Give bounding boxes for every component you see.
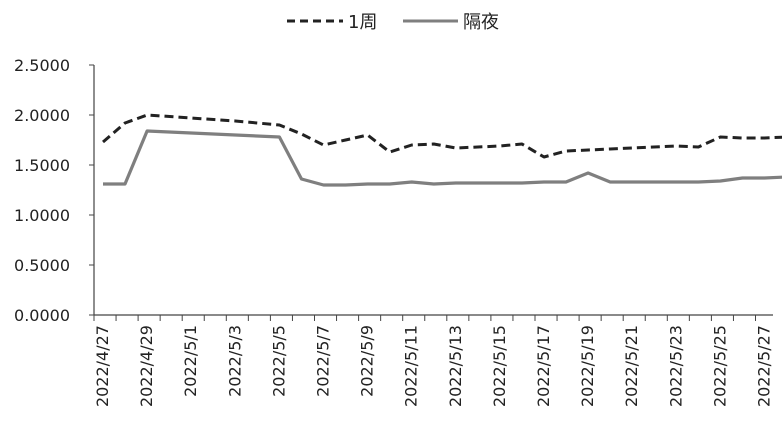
y-tick-label: 0.0000 bbox=[14, 306, 70, 325]
x-tick-label: 2022/5/23 bbox=[666, 325, 685, 407]
legend-label-overnight: 隔夜 bbox=[463, 12, 499, 33]
x-axis: 2022/4/27 2022/4/29 2022/5/1 2022/5/3 2022/5… bbox=[93, 314, 774, 407]
y-tick-label: 1.0000 bbox=[14, 206, 70, 225]
series-line-1week bbox=[102, 113, 782, 159]
x-tick-label: 2022/5/5 bbox=[269, 325, 288, 397]
x-tick-label: 2022/5/3 bbox=[225, 325, 244, 397]
y-tick-label: 1.5000 bbox=[14, 156, 70, 175]
x-tick-label: 2022/5/27 bbox=[755, 325, 774, 407]
x-tick-label: 2022/5/1 bbox=[181, 325, 200, 397]
legend-label-1week: 1周 bbox=[348, 12, 377, 33]
x-tick-label: 2022/5/9 bbox=[358, 325, 377, 397]
x-tick-label: 2022/4/29 bbox=[137, 325, 156, 407]
x-tick-label: 2022/5/21 bbox=[622, 325, 641, 407]
y-axis: 0.0000 0.5000 1.0000 1.5000 2.0000 2.5000 bbox=[14, 56, 95, 325]
series-line-overnight bbox=[103, 129, 782, 187]
y-tick-label: 2.5000 bbox=[14, 56, 70, 75]
x-tick-label: 2022/5/11 bbox=[402, 325, 421, 407]
y-tick-label: 2.0000 bbox=[14, 106, 70, 125]
x-tick-label: 2022/4/27 bbox=[93, 325, 112, 407]
legend: 1周 隔夜 bbox=[287, 12, 499, 33]
x-tick-label: 2022/5/19 bbox=[578, 325, 597, 407]
x-tick-label: 2022/5/17 bbox=[534, 325, 553, 407]
x-tick-label: 2022/5/15 bbox=[490, 325, 509, 407]
y-tick-label: 0.5000 bbox=[14, 256, 70, 275]
x-tick-label: 2022/5/7 bbox=[314, 325, 333, 397]
series-layer bbox=[102, 113, 782, 187]
x-tick-label: 2022/5/25 bbox=[710, 325, 729, 407]
x-tick-label: 2022/5/13 bbox=[446, 325, 465, 407]
